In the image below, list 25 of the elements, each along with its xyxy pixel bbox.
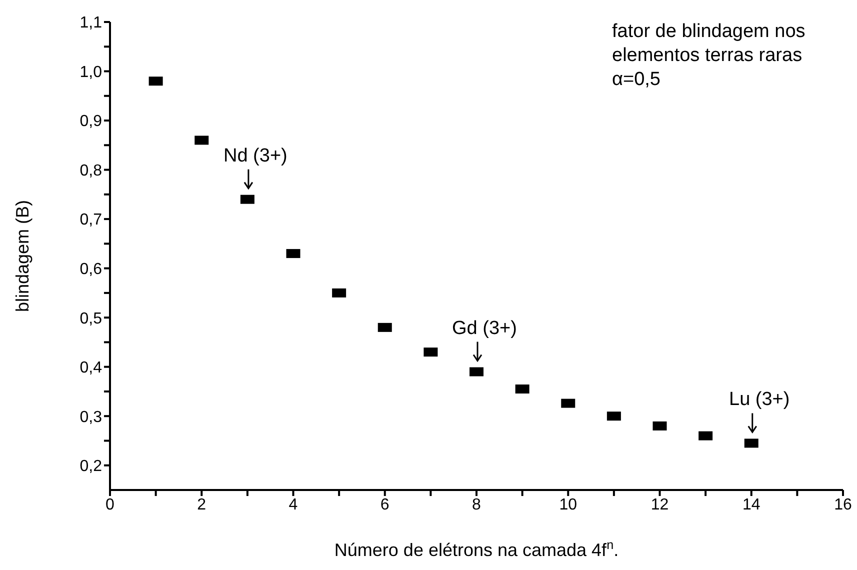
annotation: fator de blindagem nos elementos terras raras α=0,5 xyxy=(612,20,806,92)
y-tick-label: 1,0 xyxy=(80,64,102,81)
y-tick-label: 0,4 xyxy=(80,360,102,377)
x-tick-label: 4 xyxy=(288,496,298,514)
x-tick-label: 2 xyxy=(197,496,206,514)
x-tick-label: 12 xyxy=(650,496,669,514)
x-tick-label: 0 xyxy=(106,496,115,514)
y-tick-label: 0,5 xyxy=(80,310,102,328)
annotation: Gd (3+) xyxy=(452,318,517,339)
x-tick-label: 6 xyxy=(380,496,390,514)
x-tick-label: 16 xyxy=(834,496,852,514)
y-tick-label: 0,2 xyxy=(80,458,102,476)
y-tick-label: 0,6 xyxy=(80,260,102,278)
x-tick-label: 14 xyxy=(742,496,760,514)
y-tick-label: 0,3 xyxy=(80,408,102,426)
y-axis-title: blindagem (B) xyxy=(12,200,32,312)
annotation: Nd (3+) xyxy=(223,145,288,166)
x-tick-label: 8 xyxy=(472,496,482,514)
annotation: Lu (3+) xyxy=(729,389,790,410)
y-tick-label: 1,1 xyxy=(80,14,102,32)
x-tick-label: 10 xyxy=(559,496,578,514)
y-tick-label: 0,9 xyxy=(80,113,102,130)
x-axis-title: Número de elétrons na camada 4f$^{n}$. xyxy=(334,538,619,560)
y-tick-label: 0,8 xyxy=(80,162,102,180)
y-tick-label: 0,7 xyxy=(80,212,102,229)
